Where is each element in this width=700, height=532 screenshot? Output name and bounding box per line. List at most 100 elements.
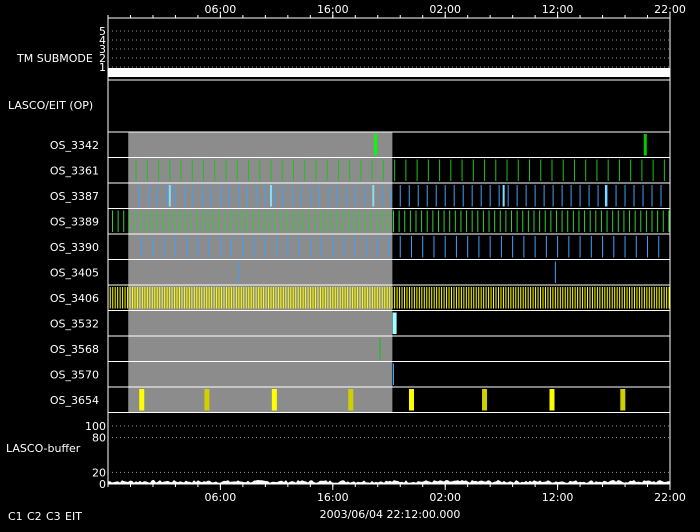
event-mark — [545, 236, 547, 258]
event-mark — [624, 236, 626, 258]
event-mark — [277, 287, 279, 309]
event-mark — [410, 236, 412, 258]
event-mark — [427, 159, 429, 181]
event-mark — [470, 287, 472, 309]
event-mark — [280, 210, 282, 232]
event-mark — [646, 287, 648, 309]
lasco-eit-label: LASCO/EIT (OP) — [8, 99, 93, 112]
legend-entry: C3 — [46, 510, 61, 523]
event-mark — [640, 210, 642, 232]
event-mark — [432, 210, 434, 232]
event-mark — [230, 210, 232, 232]
event-mark — [329, 287, 331, 309]
event-mark — [206, 287, 208, 309]
event-mark — [271, 389, 277, 411]
event-mark — [135, 159, 137, 181]
event-mark — [359, 210, 361, 232]
event-mark — [426, 287, 428, 309]
event-mark — [642, 185, 644, 207]
event-mark — [463, 287, 465, 309]
event-mark — [352, 287, 354, 309]
event-mark — [618, 159, 620, 181]
event-mark — [454, 210, 456, 232]
event-mark — [270, 287, 272, 309]
event-mark — [129, 287, 131, 309]
event-mark — [460, 287, 462, 309]
event-mark — [441, 287, 443, 309]
event-mark — [146, 159, 148, 181]
buffer-fill-trace — [108, 480, 670, 484]
event-mark — [203, 159, 205, 181]
event-mark — [218, 210, 220, 232]
event-mark — [208, 287, 210, 309]
event-mark — [619, 287, 621, 309]
event-mark — [324, 287, 326, 309]
event-mark — [549, 389, 555, 411]
event-mark — [453, 287, 455, 309]
event-mark — [248, 287, 250, 309]
event-mark — [512, 287, 514, 309]
event-mark — [196, 210, 198, 232]
event-mark — [386, 287, 388, 309]
event-mark — [163, 236, 165, 258]
event-mark — [499, 210, 501, 232]
event-mark — [544, 210, 546, 232]
event-mark — [168, 210, 170, 232]
event-mark — [156, 210, 158, 232]
event-mark — [123, 210, 125, 232]
event-mark — [473, 287, 475, 309]
event-mark — [276, 236, 278, 258]
event-mark — [579, 236, 581, 258]
event-mark — [379, 287, 381, 309]
event-mark — [139, 287, 141, 309]
event-mark — [372, 185, 375, 207]
x-tick-label-top: 12:00 — [542, 3, 574, 16]
event-mark — [281, 159, 283, 181]
event-mark — [221, 287, 223, 309]
event-mark — [517, 159, 519, 181]
event-mark — [633, 185, 635, 207]
event-mark — [450, 159, 452, 181]
event-mark — [139, 389, 145, 411]
event-mark — [542, 287, 544, 309]
event-mark — [624, 185, 626, 207]
event-mark — [436, 287, 438, 309]
event-mark — [433, 236, 435, 258]
event-mark — [263, 210, 265, 232]
event-mark — [539, 210, 541, 232]
event-mark — [488, 210, 490, 232]
event-mark — [516, 210, 518, 232]
event-mark — [465, 287, 467, 309]
event-mark — [210, 185, 212, 207]
event-mark — [252, 210, 254, 232]
row-label: OS_3390 — [50, 241, 99, 254]
event-mark — [303, 210, 305, 232]
timeline-row — [108, 310, 670, 334]
event-mark — [660, 185, 662, 207]
event-mark — [418, 287, 420, 309]
event-mark — [623, 210, 625, 232]
event-mark — [235, 210, 237, 232]
event-mark — [636, 287, 638, 309]
event-mark — [569, 287, 571, 309]
event-mark — [366, 236, 368, 258]
event-mark — [551, 159, 553, 181]
event-mark — [235, 287, 237, 309]
event-mark — [292, 159, 294, 181]
event-mark — [255, 287, 257, 309]
event-mark — [532, 287, 534, 309]
event-mark — [171, 287, 173, 309]
event-mark — [600, 210, 602, 232]
event-mark — [300, 185, 302, 207]
event-mark — [183, 185, 185, 207]
event-mark — [191, 159, 193, 181]
event-mark — [638, 287, 640, 309]
event-mark — [310, 287, 312, 309]
event-mark — [275, 287, 277, 309]
event-mark — [525, 185, 527, 207]
event-mark — [186, 236, 188, 258]
event-mark — [145, 210, 147, 232]
event-mark — [344, 287, 346, 309]
event-mark — [495, 287, 497, 309]
event-mark — [666, 287, 668, 309]
